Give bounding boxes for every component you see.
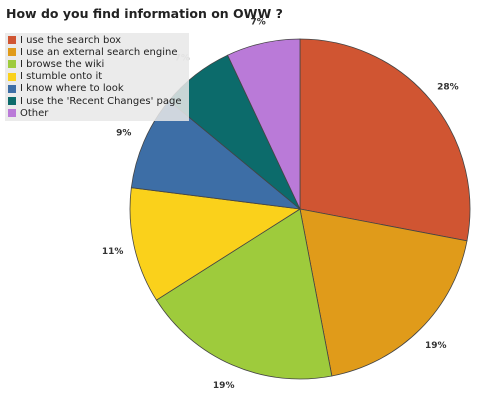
pie-slice (129, 187, 302, 301)
legend-swatch (8, 84, 16, 93)
legend-item-browse-wiki: I browse the wiki (5, 58, 189, 70)
legend-label: Other (20, 107, 49, 119)
legend-item-know-where: I know where to look (5, 83, 189, 95)
pie-slice (227, 38, 301, 210)
legend-swatch (8, 60, 16, 69)
legend-label: I stumble onto it (20, 71, 103, 83)
slice-label: 9% (116, 129, 131, 139)
pie-slice (299, 208, 468, 377)
legend-swatch (8, 97, 16, 106)
legend-swatch (8, 48, 16, 57)
pie-slice (299, 38, 471, 242)
legend-item-recent-changes: I use the 'Recent Changes' page (5, 95, 189, 107)
legend-label: I browse the wiki (20, 58, 105, 70)
legend-label: I use an external search engine (20, 46, 178, 58)
pie-slice (155, 208, 333, 380)
chart-title: How do you find information on OWW ? (6, 6, 283, 21)
legend-swatch (8, 72, 16, 81)
slice-label: 19% (213, 381, 235, 391)
legend: I use the search box I use an external s… (5, 33, 189, 122)
legend-swatch (8, 109, 16, 118)
legend-item-stumble: I stumble onto it (5, 71, 189, 83)
slice-label: 11% (102, 247, 124, 257)
slice-label: 7% (250, 18, 265, 28)
legend-item-other: Other (5, 107, 189, 119)
slice-label: 19% (425, 341, 447, 351)
slice-label: 28% (437, 83, 459, 93)
legend-item-external-search: I use an external search engine (5, 46, 189, 58)
legend-label: I use the search box (20, 34, 122, 46)
legend-swatch (8, 36, 16, 45)
legend-label: I know where to look (20, 83, 124, 95)
legend-item-search-box: I use the search box (5, 34, 189, 46)
legend-label: I use the 'Recent Changes' page (20, 95, 182, 107)
